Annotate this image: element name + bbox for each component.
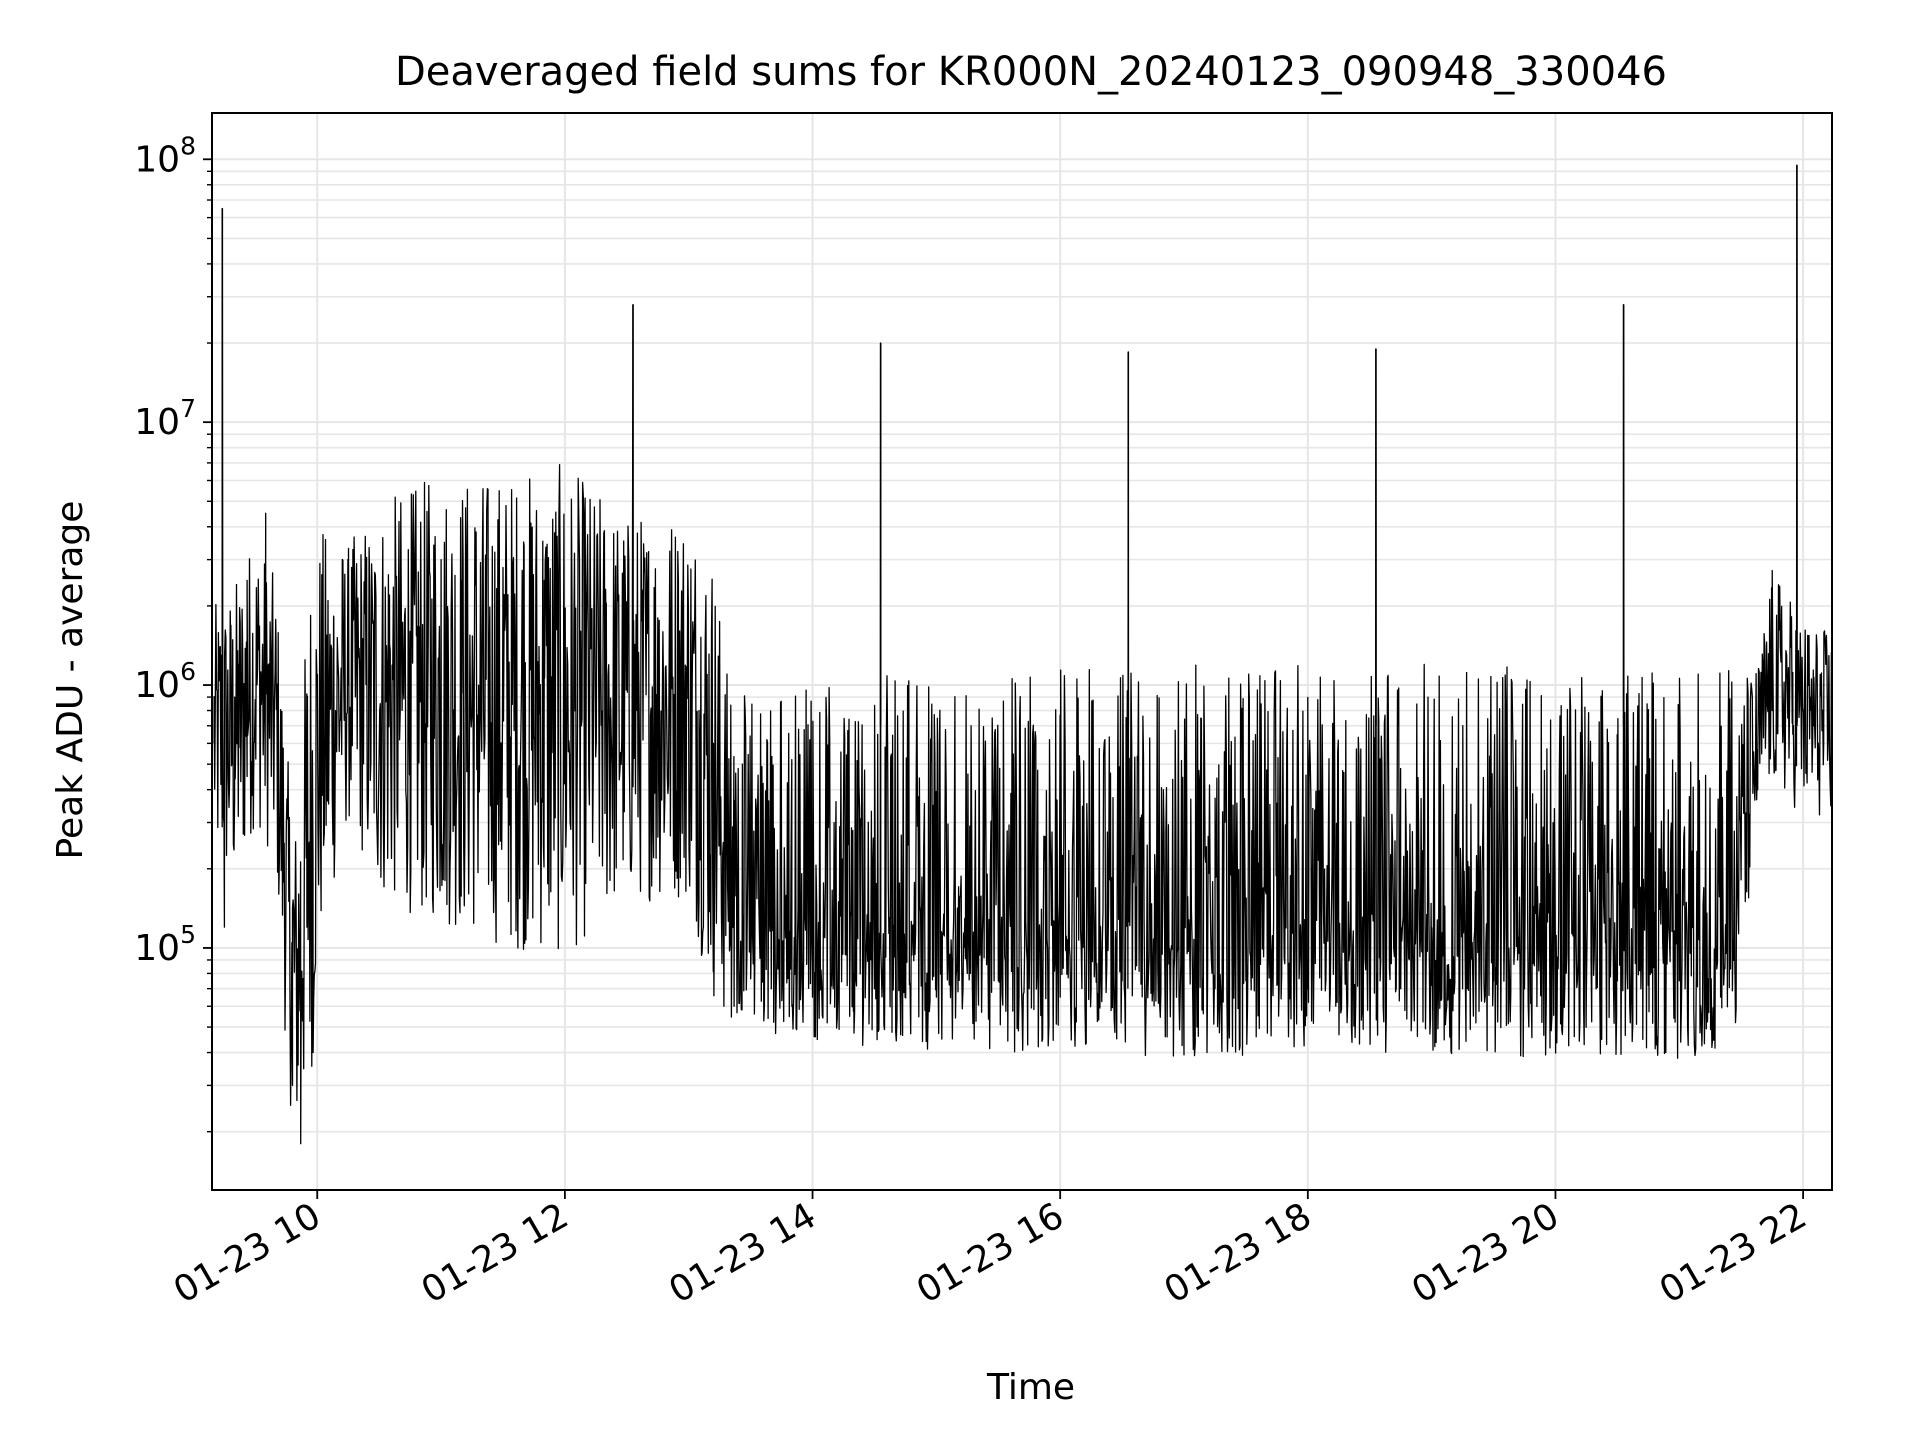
y-tick-label: 106 bbox=[134, 657, 196, 706]
y-tick-label: 105 bbox=[134, 920, 196, 969]
series-line bbox=[213, 164, 1833, 1145]
y-tick-label: 108 bbox=[134, 131, 196, 180]
data-series bbox=[213, 164, 1833, 1145]
y-axis-label: Peak ADU - average bbox=[50, 501, 91, 860]
x-axis-label: Time bbox=[986, 1367, 1075, 1408]
y-tick-label: 107 bbox=[134, 394, 196, 443]
plot-frame bbox=[211, 112, 1833, 1191]
chart-title: Deaveraged field sums for KR000N_2024012… bbox=[395, 49, 1667, 95]
